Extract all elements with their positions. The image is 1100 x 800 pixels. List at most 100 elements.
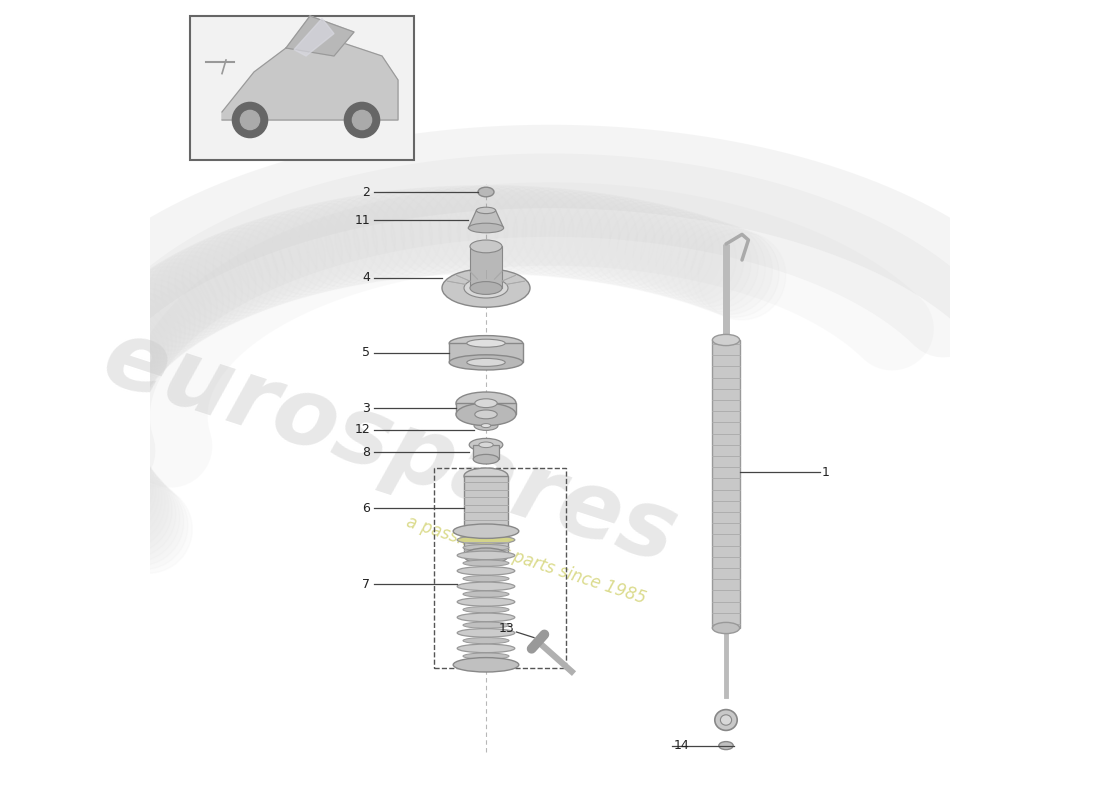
Circle shape <box>468 186 556 274</box>
Circle shape <box>168 241 256 329</box>
Ellipse shape <box>453 524 519 538</box>
Circle shape <box>245 212 333 300</box>
Polygon shape <box>294 18 334 56</box>
Circle shape <box>51 406 139 494</box>
Circle shape <box>67 322 155 410</box>
Circle shape <box>238 214 326 302</box>
Circle shape <box>558 194 646 282</box>
Ellipse shape <box>458 566 515 575</box>
Text: eurospares: eurospares <box>91 312 689 584</box>
Circle shape <box>197 228 285 316</box>
Circle shape <box>522 190 611 278</box>
Bar <box>434 468 566 668</box>
Ellipse shape <box>464 278 508 298</box>
Circle shape <box>625 208 713 296</box>
Text: 7: 7 <box>362 578 370 590</box>
Polygon shape <box>222 40 398 120</box>
Text: 2: 2 <box>362 186 370 198</box>
Circle shape <box>175 238 263 326</box>
Ellipse shape <box>463 606 509 613</box>
Circle shape <box>56 424 144 512</box>
Circle shape <box>334 193 422 281</box>
Circle shape <box>63 437 151 525</box>
Circle shape <box>48 374 136 462</box>
Ellipse shape <box>458 644 515 653</box>
Circle shape <box>59 336 147 424</box>
Text: 5: 5 <box>362 346 370 359</box>
Circle shape <box>298 199 386 287</box>
Polygon shape <box>469 210 504 228</box>
Circle shape <box>656 217 744 305</box>
Bar <box>456 403 516 414</box>
Circle shape <box>100 482 188 570</box>
Bar <box>464 476 508 556</box>
Text: 13: 13 <box>498 622 514 634</box>
Circle shape <box>77 458 165 546</box>
Circle shape <box>458 186 546 274</box>
Text: 12: 12 <box>354 423 370 436</box>
Ellipse shape <box>715 710 737 730</box>
Circle shape <box>678 224 766 312</box>
Ellipse shape <box>442 269 530 307</box>
Circle shape <box>280 202 368 290</box>
Ellipse shape <box>453 658 519 672</box>
Circle shape <box>504 188 592 276</box>
Circle shape <box>53 350 141 438</box>
Circle shape <box>575 197 663 285</box>
Ellipse shape <box>463 575 509 582</box>
Circle shape <box>205 225 293 313</box>
Circle shape <box>439 186 527 274</box>
Circle shape <box>53 415 141 503</box>
Circle shape <box>77 309 165 397</box>
Circle shape <box>272 205 360 293</box>
Circle shape <box>97 287 185 375</box>
Ellipse shape <box>720 715 732 725</box>
Circle shape <box>48 397 136 485</box>
Circle shape <box>91 474 179 562</box>
Ellipse shape <box>458 551 515 560</box>
Ellipse shape <box>458 629 515 637</box>
Circle shape <box>486 186 574 274</box>
Circle shape <box>382 188 470 276</box>
Circle shape <box>232 102 267 138</box>
Circle shape <box>50 402 138 490</box>
Circle shape <box>118 270 206 358</box>
Bar <box>473 445 498 459</box>
Ellipse shape <box>458 613 515 622</box>
Ellipse shape <box>476 207 496 214</box>
Bar <box>713 340 739 628</box>
Circle shape <box>74 454 162 542</box>
Circle shape <box>263 207 351 295</box>
Circle shape <box>129 262 217 350</box>
Circle shape <box>476 186 564 274</box>
Circle shape <box>617 206 705 294</box>
Circle shape <box>540 192 628 280</box>
Circle shape <box>241 110 260 130</box>
Ellipse shape <box>466 358 505 366</box>
Circle shape <box>531 190 619 278</box>
Circle shape <box>317 196 405 284</box>
Circle shape <box>632 210 721 298</box>
Circle shape <box>55 419 143 507</box>
Ellipse shape <box>470 240 502 253</box>
Ellipse shape <box>463 545 509 550</box>
Ellipse shape <box>481 424 491 427</box>
Circle shape <box>55 346 143 434</box>
Circle shape <box>84 300 172 388</box>
Circle shape <box>62 331 150 419</box>
Circle shape <box>73 314 161 402</box>
Circle shape <box>147 251 235 339</box>
Ellipse shape <box>713 334 739 346</box>
Ellipse shape <box>463 638 509 644</box>
Circle shape <box>640 212 728 300</box>
Circle shape <box>88 295 176 383</box>
Text: a passion for parts since 1985: a passion for parts since 1985 <box>404 513 648 607</box>
Circle shape <box>58 428 146 516</box>
Circle shape <box>429 186 517 274</box>
Ellipse shape <box>474 421 498 430</box>
Circle shape <box>66 442 154 530</box>
Circle shape <box>593 200 681 288</box>
Ellipse shape <box>473 454 498 464</box>
Bar <box>470 246 502 288</box>
Circle shape <box>221 219 309 307</box>
